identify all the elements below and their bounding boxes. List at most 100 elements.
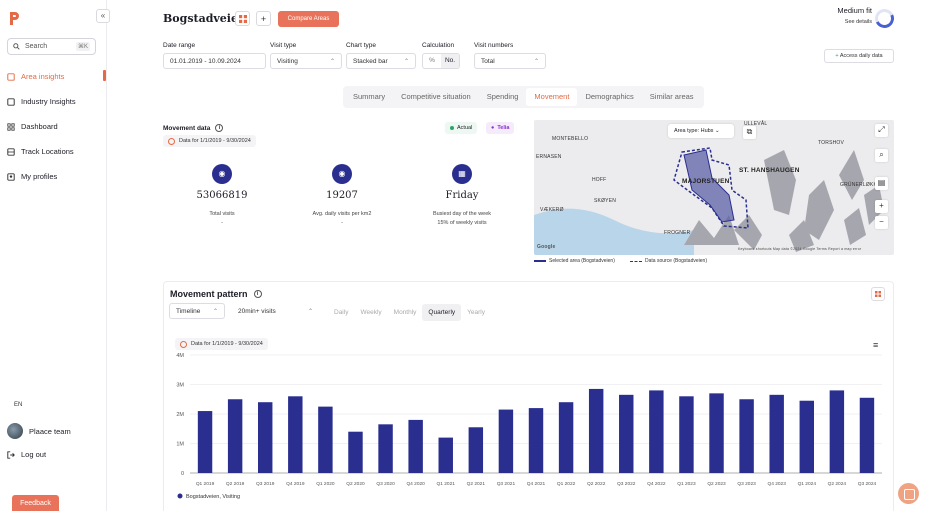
section-tabs: Summary Competitive situation Spending M… [343,86,704,108]
x-tick-label: Q2 2020 [346,481,365,487]
duration-select[interactable]: 20min+ visits ⌃ [231,303,320,319]
x-tick-label: Q3 2020 [376,481,395,487]
area-type-select[interactable]: Area type: Hubs ⌄ [668,124,734,138]
chevron-updown-icon: ⌃ [307,308,313,315]
bar [408,419,423,473]
copy-map-button[interactable]: ⧉ [743,126,756,139]
info-icon[interactable]: i [215,124,224,132]
x-tick-label: Q4 2022 [647,481,666,487]
period-daily[interactable]: Daily [334,309,349,316]
feedback-button[interactable]: Feedback [12,495,59,511]
bar [468,427,484,473]
bar [348,431,363,473]
tab-demographics[interactable]: Demographics [585,92,634,101]
compare-areas-button[interactable]: Compare Areas [278,11,339,27]
stat-sub: - [221,220,223,226]
access-daily-data-button[interactable]: + Access daily data [824,49,894,63]
movement-pattern-title-text: Movement pattern [170,289,248,299]
sidebar-item-label: Area insights [21,72,65,81]
bar [378,424,393,473]
area-menu-button[interactable] [235,11,250,26]
visit-numbers-filter: Visit numbers Total ⌃ [474,42,546,69]
bar [558,402,574,473]
map-search-button[interactable]: ⌕ [875,149,888,162]
x-tick-label: Q1 2019 [196,481,215,487]
tab-similar-areas[interactable]: Similar areas [649,92,694,101]
period-weekly[interactable]: Weekly [360,309,382,316]
stat-total-visits: ◉ 53066819 Total visits - [167,164,277,226]
sidebar-item-area-insights[interactable]: Area insights [7,64,107,89]
period-yearly[interactable]: Yearly [467,309,485,316]
calculation-number[interactable]: No. [441,54,459,68]
view-select[interactable]: Timeline ⌃ [169,303,225,319]
map-place-label: MAJORSTUEN [682,178,730,185]
tab-spending[interactable]: Spending [486,92,519,101]
minus-icon: − [879,217,884,226]
period-monthly[interactable]: Monthly [393,309,417,316]
grid-icon [875,291,881,297]
movement-data-title: Movement data i [163,124,224,132]
sidebar-item-label: Dashboard [21,122,58,131]
fit-indicator[interactable]: Medium fit See details [837,6,872,25]
visit-numbers-select[interactable]: Total ⌃ [474,53,546,69]
logout-button[interactable]: Log out [7,450,46,459]
fullscreen-button[interactable]: ⤢ [875,124,888,137]
calculation-filter: Calculation % No. [422,42,460,69]
legend-source-label: Data source (Bogstadveien) [645,258,707,264]
bar [619,394,634,473]
map-background [534,147,884,255]
x-tick-label: Q4 2021 [527,481,546,487]
chart-type-select[interactable]: Stacked bar ⌃ [346,53,416,69]
chat-support-button[interactable] [898,483,919,504]
chart-options-button[interactable] [871,287,885,301]
sidebar-item-industry-insights[interactable]: Industry Insights [7,89,107,114]
chart-type-filter: Chart type Stacked bar ⌃ [346,42,416,69]
add-area-button[interactable]: + [256,11,271,26]
stat-value: 19207 [326,190,358,201]
search-input[interactable]: Search ⌘K [7,38,96,55]
fit-label: Medium fit [837,6,872,15]
movement-pattern-title: Movement pattern i [170,289,262,299]
search-shortcut: ⌘K [75,42,90,51]
sidebar-item-label: Track Locations [21,147,74,156]
language-switch[interactable]: EN [14,402,23,408]
map-layers-button[interactable]: ▤ [875,177,888,190]
chevron-updown-icon: ⌃ [403,58,409,65]
period-quarterly[interactable]: Quarterly [422,304,462,321]
team-switcher[interactable]: Plaace team [7,423,71,439]
stat-label: Avg. daily visits per km2 [312,211,372,217]
x-tick-label: Q2 2023 [707,481,726,487]
search-icon [13,43,20,50]
telia-logo-icon: ● [491,125,495,131]
collapse-sidebar-button[interactable]: « [96,9,110,23]
actual-badge: Actual [445,122,478,134]
telia-badge: ● Telia [486,122,515,134]
date-range-input[interactable]: 01.01.2019 - 10.09.2024 [163,53,266,69]
calculation-toggle[interactable]: % No. [422,53,460,69]
zoom-in-button[interactable]: + [875,200,888,213]
sidebar-item-track-locations[interactable]: Track Locations [7,139,107,164]
chart-date: Data for 1/1/2019 - 9/30/2024 [175,338,268,350]
sidebar-item-my-profiles[interactable]: My profiles [7,164,107,189]
stat-sub: - [341,220,343,226]
zoom-out-button[interactable]: − [875,216,888,229]
visit-type-select[interactable]: Visiting ⌃ [270,53,342,69]
tab-competitive-situation[interactable]: Competitive situation [401,92,471,101]
duration-filter: 20min+ visits ⌃ [231,303,320,319]
bar [829,390,845,473]
stat-busiest-day: ▦ Friday Busiest day of the week 15% of … [407,164,517,226]
tab-movement[interactable]: Movement [526,88,578,106]
calculation-percent[interactable]: % [429,57,435,64]
info-icon[interactable]: i [253,290,262,298]
map-place-label: ULLEVÅL [744,121,768,127]
map-place-label: ERNASEN [536,154,562,160]
plaace-logo[interactable] [8,10,20,26]
solid-line-icon [534,260,546,262]
view-value: Timeline [176,307,201,315]
hamburger-menu-icon[interactable]: ≡ [873,340,879,350]
x-tick-label: Q4 2019 [286,481,305,487]
sidebar-item-dashboard[interactable]: Dashboard [7,114,107,139]
area-map[interactable]: MONTEBELLO ERNASEN HOFF VÆKERØ SKØYEN FR… [534,120,894,255]
tab-summary[interactable]: Summary [353,92,386,101]
fit-details-link[interactable]: See details [844,19,872,25]
